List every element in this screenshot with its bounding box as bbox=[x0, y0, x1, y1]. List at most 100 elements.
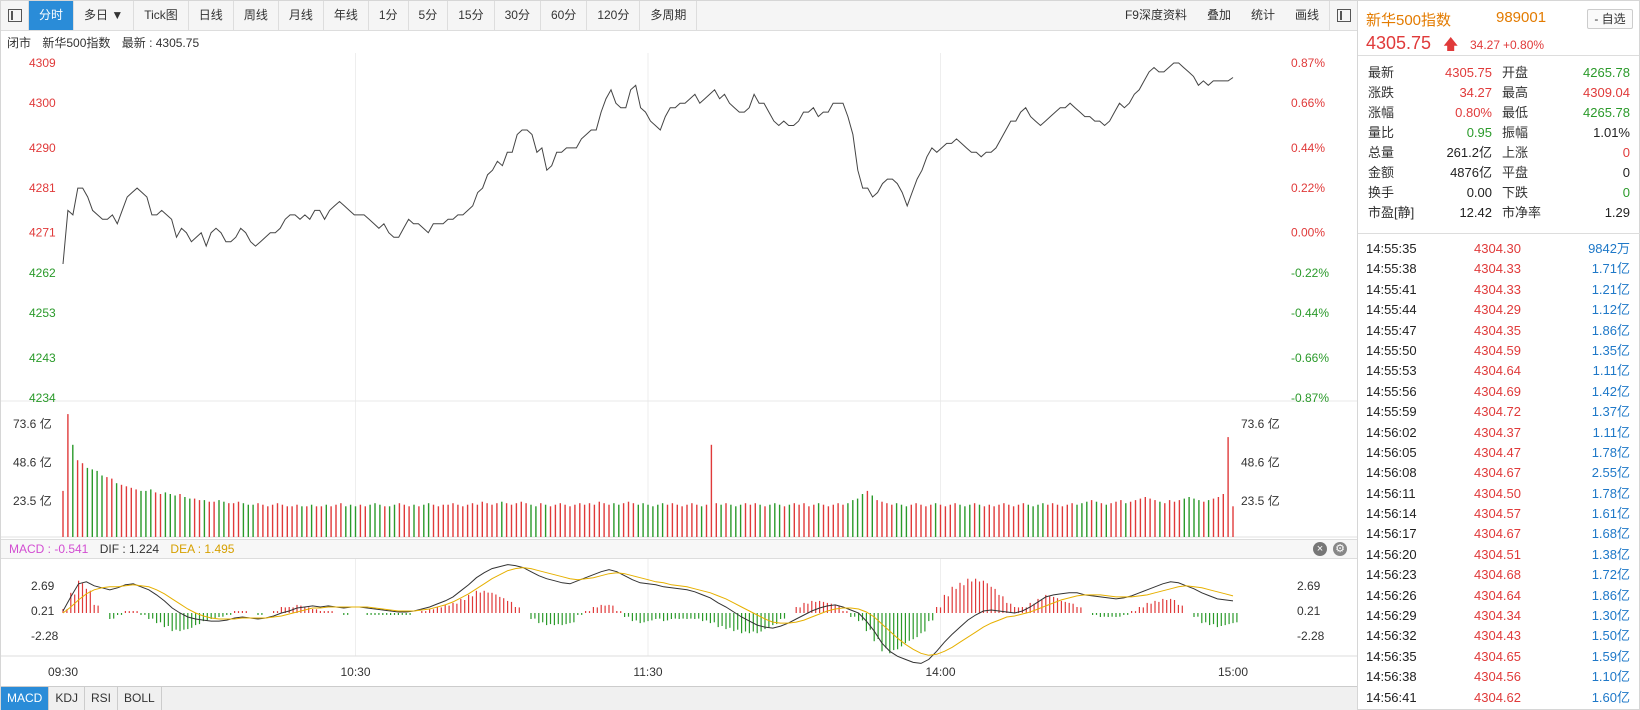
tab-4[interactable]: 周线 bbox=[234, 1, 279, 30]
trade-row: 14:56:23 4304.68 1.72亿 bbox=[1358, 565, 1640, 585]
macd-tick: -2.28 bbox=[31, 629, 59, 643]
trade-time: 14:56:05 bbox=[1366, 444, 1417, 460]
indicator-tab-boll[interactable]: BOLL bbox=[118, 687, 162, 710]
trade-time: 14:56:20 bbox=[1366, 546, 1417, 562]
trade-time: 14:55:50 bbox=[1366, 342, 1417, 358]
quote-change: 34.27 bbox=[1470, 38, 1501, 52]
stat-label: 振幅 bbox=[1502, 125, 1529, 140]
remove-favorite-button[interactable]: - 自选 bbox=[1587, 9, 1633, 29]
tab-0[interactable]: 分时 bbox=[29, 1, 75, 30]
panel-toggle-icon[interactable] bbox=[1329, 1, 1357, 30]
trade-time: 14:55:41 bbox=[1366, 281, 1417, 297]
pct-tick: -0.44% bbox=[1291, 306, 1329, 320]
stat-label: 总量 bbox=[1368, 145, 1395, 160]
tool-2[interactable]: 统计 bbox=[1250, 8, 1275, 22]
trade-volume: 1.78亿 bbox=[1591, 485, 1630, 501]
dif-value: DIF : 1.224 bbox=[99, 542, 160, 556]
tab-3[interactable]: 日线 bbox=[189, 1, 234, 30]
tab-8[interactable]: 5分 bbox=[409, 1, 449, 30]
time-tick: 09:30 bbox=[48, 665, 78, 679]
index-name: 新华500指数 bbox=[42, 36, 111, 50]
trade-time: 14:55:35 bbox=[1366, 241, 1417, 256]
trade-volume: 1.37亿 bbox=[1591, 404, 1630, 420]
pct-tick: -0.66% bbox=[1291, 351, 1329, 365]
trade-time: 14:56:41 bbox=[1366, 689, 1417, 705]
trade-volume: 1.72亿 bbox=[1591, 567, 1630, 583]
close-icon[interactable]: × bbox=[1313, 542, 1327, 556]
macd-tick: -2.28 bbox=[1297, 629, 1325, 643]
stat-label: 最低 bbox=[1502, 105, 1529, 120]
price-line bbox=[62, 62, 1234, 265]
tool-1[interactable]: 叠加 bbox=[1206, 8, 1231, 22]
price-tick: 4281 bbox=[29, 181, 56, 195]
trade-row: 14:56:35 4304.65 1.59亿 bbox=[1358, 647, 1640, 667]
tab-2[interactable]: Tick图 bbox=[134, 1, 189, 30]
trade-row: 14:55:47 4304.35 1.86亿 bbox=[1358, 321, 1640, 341]
tab-9[interactable]: 15分 bbox=[448, 1, 495, 30]
tab-10[interactable]: 30分 bbox=[495, 1, 541, 30]
dif-line bbox=[62, 564, 1234, 664]
stat-row: 涨幅 0.80% 最低 4265.78 bbox=[1358, 103, 1640, 123]
stat-label: 涨幅 bbox=[1368, 105, 1395, 120]
tab-1[interactable]: 多日 ▼ bbox=[74, 1, 135, 30]
trade-volume: 1.78亿 bbox=[1591, 444, 1630, 460]
quote-code: 989001 bbox=[1496, 9, 1547, 26]
trade-volume: 1.12亿 bbox=[1591, 302, 1630, 318]
tab-5[interactable]: 月线 bbox=[279, 1, 324, 30]
trade-volume: 1.30亿 bbox=[1591, 608, 1630, 624]
tool-3[interactable]: 画线 bbox=[1294, 8, 1319, 22]
indicator-tab-rsi[interactable]: RSI bbox=[85, 687, 119, 710]
period-toolbar: 分时 多日 ▼ Tick图 日线 周线 月线 年线 1分 5分 15分 30分 60分 120分 多周期 … bbox=[1, 1, 1357, 31]
trade-price: 4304.43 bbox=[1474, 628, 1521, 644]
trade-price: 4304.33 bbox=[1474, 281, 1521, 297]
trade-time: 14:55:44 bbox=[1366, 302, 1417, 318]
stat-value: 34.27 bbox=[1459, 85, 1492, 100]
stat-row: 最新 4305.75 开盘 4265.78 bbox=[1358, 63, 1640, 83]
trade-volume: 9842万 bbox=[1588, 241, 1630, 256]
quote-pct: +0.80% bbox=[1503, 38, 1545, 52]
gear-icon[interactable]: ⚙ bbox=[1333, 542, 1347, 556]
trade-price: 4304.30 bbox=[1474, 241, 1521, 256]
dea-value: DEA : 1.495 bbox=[170, 542, 235, 556]
stat-value: 4309.04 bbox=[1583, 85, 1630, 100]
trade-volume: 2.55亿 bbox=[1591, 465, 1630, 481]
stat-value: 261.2亿 bbox=[1446, 145, 1492, 160]
intraday-chart[interactable]: 4309 0.87% 4300 0.66% 4290 0.44% 4281 0.22% 4271… bbox=[1, 1, 1357, 686]
trade-row: 14:56:11 4304.50 1.78亿 bbox=[1358, 484, 1640, 504]
trade-row: 14:55:59 4304.72 1.37亿 bbox=[1358, 402, 1640, 422]
trade-ticks[interactable]: 14:55:35 4304.30 9842万 14:55:38 4304.33 1.71亿… bbox=[1358, 239, 1640, 708]
stat-label: 上涨 bbox=[1502, 145, 1529, 160]
time-tick: 14:00 bbox=[925, 665, 955, 679]
indicator-tab-macd[interactable]: MACD bbox=[1, 687, 50, 710]
trade-row: 14:56:02 4304.37 1.11亿 bbox=[1358, 423, 1640, 443]
stat-row: 总量 261.2亿 上涨 0 bbox=[1358, 143, 1640, 163]
indicator-tab-kdj[interactable]: KDJ bbox=[49, 687, 86, 710]
trade-row: 14:55:41 4304.33 1.21亿 bbox=[1358, 280, 1640, 300]
stat-label: 量比 bbox=[1368, 125, 1395, 140]
volume-tick: 48.6 亿 bbox=[13, 454, 52, 469]
tab-13[interactable]: 多周期 bbox=[640, 1, 698, 30]
pct-tick: 0.87% bbox=[1291, 56, 1325, 70]
chart-info: 闭市 新华500指数 最新 : 4305.75 bbox=[7, 33, 207, 53]
sidebar-toggle-icon[interactable] bbox=[1, 1, 29, 30]
trade-row: 14:56:38 4304.56 1.10亿 bbox=[1358, 667, 1640, 687]
tab-7[interactable]: 1分 bbox=[369, 1, 409, 30]
trade-volume: 1.11亿 bbox=[1592, 363, 1630, 379]
up-arrow-icon: 🡅 bbox=[1443, 36, 1459, 53]
tab-12[interactable]: 120分 bbox=[587, 1, 641, 30]
tab-6[interactable]: 年线 bbox=[324, 1, 369, 30]
trade-volume: 1.60亿 bbox=[1591, 689, 1630, 705]
pct-tick: 0.00% bbox=[1291, 226, 1325, 240]
trade-volume: 1.38亿 bbox=[1591, 546, 1630, 562]
price-tick: 4243 bbox=[29, 351, 56, 365]
macd-tick: 0.21 bbox=[1297, 604, 1321, 618]
trade-time: 14:55:47 bbox=[1366, 322, 1417, 338]
trade-price: 4304.65 bbox=[1474, 648, 1521, 664]
trade-row: 14:55:44 4304.29 1.12亿 bbox=[1358, 300, 1640, 320]
stat-value: 4265.78 bbox=[1583, 105, 1630, 120]
trade-price: 4304.72 bbox=[1474, 404, 1521, 420]
tool-0[interactable]: F9深度资料 bbox=[1124, 8, 1187, 22]
trade-price: 4304.35 bbox=[1474, 322, 1521, 338]
stat-label: 涨跌 bbox=[1368, 85, 1395, 100]
tab-11[interactable]: 60分 bbox=[541, 1, 588, 30]
